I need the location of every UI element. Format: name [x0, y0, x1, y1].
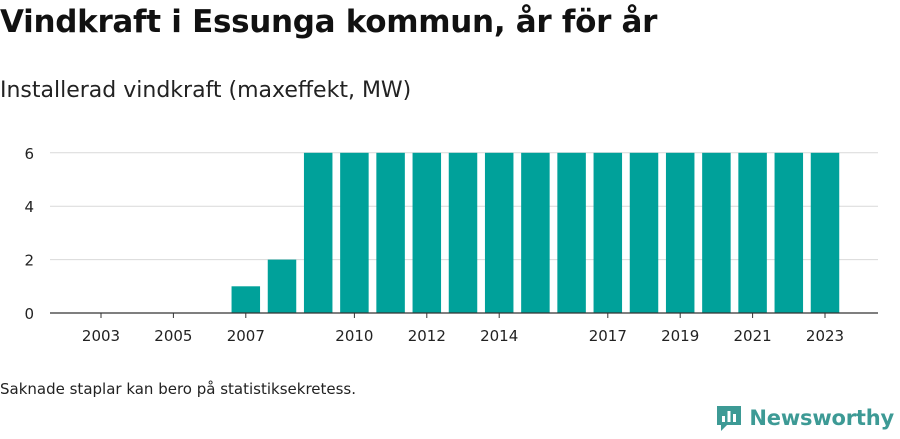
bar-2021	[738, 152, 767, 313]
x-tick-label: 2021	[734, 327, 772, 345]
bar-chart: 0 2 4 6 2003 2005 2007 2010 2012 2014 2017 2019 202…	[24, 145, 878, 345]
y-tick-label: 0	[24, 305, 34, 323]
bar-2016	[557, 152, 586, 313]
bar-2019	[665, 152, 695, 313]
bar-2014	[484, 152, 514, 313]
footnote: Saknade staplar kan bero på statistiksek…	[0, 380, 357, 398]
x-tick-label: 2010	[335, 327, 373, 345]
bar-2010	[340, 152, 369, 313]
bar-2013	[448, 152, 478, 313]
brand-name: Newsworthy	[749, 406, 894, 430]
bar-2018	[629, 152, 659, 313]
x-tick-label: 2019	[661, 327, 699, 345]
bar-2009	[303, 152, 333, 313]
bar-2020	[702, 152, 731, 313]
x-tick-label: 2012	[408, 327, 446, 345]
chart-subtitle: Installerad vindkraft (maxeffekt, MW)	[0, 78, 412, 103]
x-tick-label: 2017	[589, 327, 627, 345]
bar-2011	[376, 152, 405, 313]
bar-2017	[593, 152, 623, 313]
y-tick-label: 6	[24, 145, 34, 163]
bar-2008	[267, 259, 297, 313]
y-tick-label: 4	[24, 198, 34, 216]
chart-title: Vindkraft i Essunga kommun, år för år	[0, 4, 658, 40]
bars	[231, 152, 840, 313]
x-axis-labels: 2003 2005 2007 2010 2012 2014 2017 2019 2021 2023	[82, 313, 844, 345]
x-tick-label: 2007	[227, 327, 265, 345]
newsworthy-logo-icon	[717, 406, 742, 431]
x-tick-label: 2014	[480, 327, 518, 345]
brand-logo: Newsworthy	[715, 404, 894, 432]
bar-2022	[774, 152, 804, 313]
bar-2015	[521, 152, 550, 313]
y-axis-labels: 0 2 4 6	[24, 145, 34, 323]
x-tick-label: 2003	[82, 327, 120, 345]
bar-2012	[412, 152, 442, 313]
bar-2007	[231, 286, 261, 313]
y-tick-label: 2	[24, 252, 34, 270]
x-tick-label: 2023	[806, 327, 844, 345]
bar-2023	[810, 152, 840, 313]
x-tick-label: 2005	[154, 327, 192, 345]
